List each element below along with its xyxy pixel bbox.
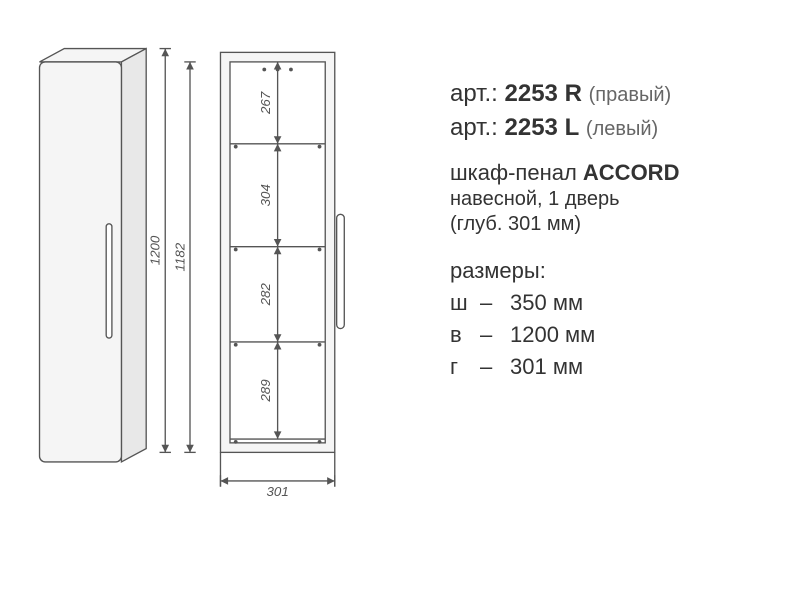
svg-text:1182: 1182 xyxy=(172,242,187,271)
sizes-heading: размеры: xyxy=(450,258,780,284)
technical-drawing: 1200 1182 267 304 282 289 301 xyxy=(30,30,430,570)
article-code: 2253 R xyxy=(505,80,582,107)
product-info: арт.: 2253 R (правый) арт.: 2253 L (левы… xyxy=(450,80,780,380)
size-key: ш xyxy=(450,290,480,316)
article-row: арт.: 2253 L (левый) xyxy=(450,114,780,142)
size-key: в xyxy=(450,322,480,348)
article-note: (правый) xyxy=(589,84,672,106)
size-value: 350 мм xyxy=(510,290,583,316)
svg-text:267: 267 xyxy=(258,91,273,115)
article-row: арт.: 2253 R (правый) xyxy=(450,80,780,108)
product-desc: (глуб. 301 мм) xyxy=(450,213,780,236)
size-row: ш – 350 мм xyxy=(450,290,780,316)
size-row: в – 1200 мм xyxy=(450,322,780,348)
product-title: шкаф-пенал ACCORD xyxy=(450,160,780,186)
product-name: ACCORD xyxy=(583,160,680,185)
product-prefix: шкаф-пенал xyxy=(450,160,583,185)
product-desc: навесной, 1 дверь xyxy=(450,188,780,211)
article-prefix: арт.: xyxy=(450,80,505,107)
size-dash: – xyxy=(480,322,510,348)
svg-text:304: 304 xyxy=(258,184,273,206)
size-row: г – 301 мм xyxy=(450,354,780,380)
article-prefix: арт.: xyxy=(450,114,505,141)
size-dash: – xyxy=(480,290,510,316)
svg-text:289: 289 xyxy=(258,379,273,403)
size-value: 1200 мм xyxy=(510,322,595,348)
article-code: 2253 L xyxy=(505,114,580,141)
svg-text:1200: 1200 xyxy=(148,235,163,265)
svg-text:301: 301 xyxy=(266,484,288,499)
svg-text:282: 282 xyxy=(258,283,273,307)
size-key: г xyxy=(450,354,480,380)
size-value: 301 мм xyxy=(510,354,583,380)
article-note: (левый) xyxy=(586,118,658,140)
size-dash: – xyxy=(480,354,510,380)
